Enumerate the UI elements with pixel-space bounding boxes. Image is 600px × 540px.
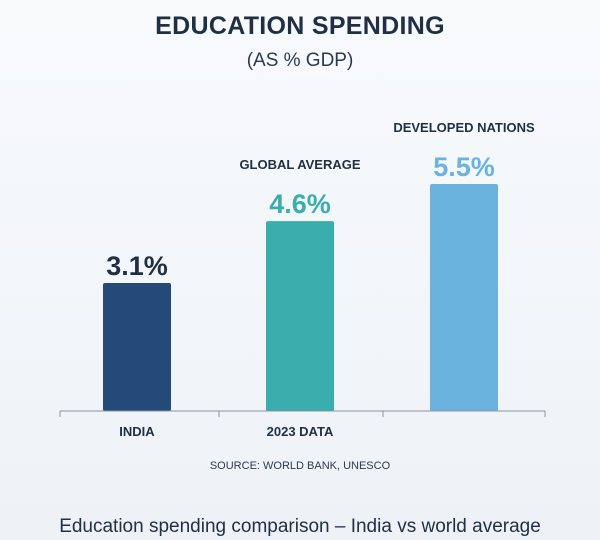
value-label-global-average: 4.6%	[269, 189, 331, 219]
chart-subtitle: (AS % GDP)	[246, 50, 354, 71]
value-label-developed-nations: 5.5%	[433, 152, 495, 182]
chart-caption: Education spending comparison – India vs…	[59, 516, 541, 537]
x-tick-label-global-average: 2023 DATA	[267, 424, 334, 439]
bar-global-average	[266, 221, 334, 411]
value-label-india: 3.1%	[106, 251, 168, 281]
category-label-global-average: GLOBAL AVERAGE	[239, 157, 360, 172]
bar-developed-nations	[430, 184, 498, 411]
chart-title: EDUCATION SPENDING	[155, 12, 445, 40]
bar-india	[103, 283, 171, 411]
x-tick-label-india: INDIA	[119, 424, 155, 439]
source-note: SOURCE: WORLD BANK, UNESCO	[209, 460, 391, 472]
bar-chart: 3.1% INDIA 4.6% GLOBAL AVERAGE 2023 DATA 5.5%…	[59, 120, 546, 439]
category-label-developed-nations: DEVELOPED NATIONS	[393, 120, 535, 135]
